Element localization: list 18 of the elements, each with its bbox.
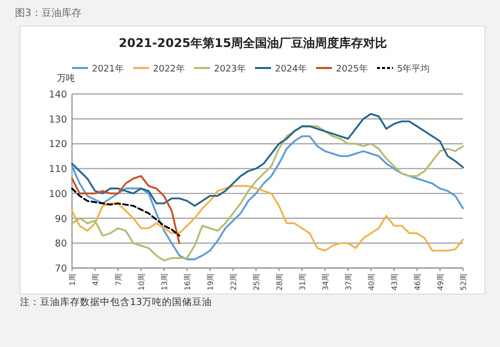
legend-label: 5年平均 — [397, 64, 430, 74]
legend-label: 2023年 — [214, 64, 246, 74]
y-tick-label: 80 — [54, 238, 67, 250]
y-axis-title: 万吨 — [57, 73, 75, 84]
y-tick-label: 130 — [48, 114, 67, 126]
y-tick-label: 140 — [48, 90, 67, 100]
y-tick-label: 90 — [54, 214, 67, 225]
y-tick-label: 110 — [48, 164, 67, 176]
text: 注：豆油库存数据中包含13万吨的国储豆油 — [20, 296, 212, 308]
caption: 图3：豆油库存 — [15, 7, 82, 19]
y-tick-label: 100 — [48, 188, 67, 200]
legend-label: 2024年 — [275, 64, 307, 74]
legend-label: 2022年 — [153, 64, 185, 74]
y-tick-label: 120 — [48, 139, 67, 150]
y-tick-label: 70 — [54, 264, 67, 274]
chart-title: 2021-2025年第15周全国油厂豆油周度库存对比 — [118, 36, 388, 50]
legend-label: 2021年 — [92, 64, 124, 74]
legend-label: 2025年 — [336, 64, 368, 74]
